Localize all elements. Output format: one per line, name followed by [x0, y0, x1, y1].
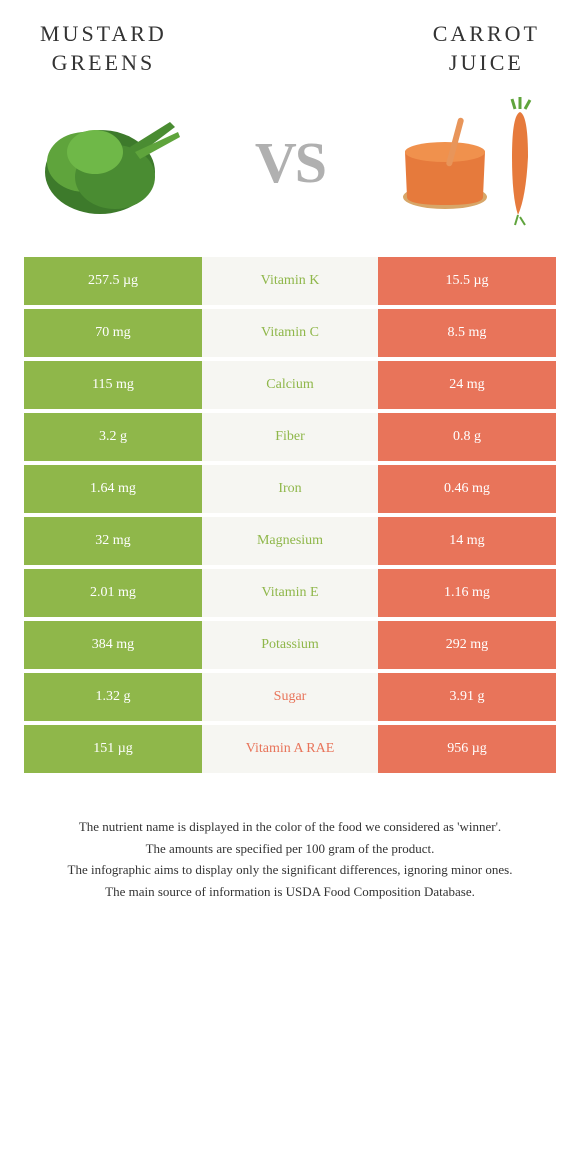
table-row: 151 µgVitamin A RAE956 µg	[24, 725, 556, 773]
value-right: 15.5 µg	[378, 257, 556, 305]
value-left: 70 mg	[24, 309, 202, 357]
mustard-greens-image	[30, 97, 190, 227]
value-right: 8.5 mg	[378, 309, 556, 357]
table-row: 32 mgMagnesium14 mg	[24, 517, 556, 565]
carrot-juice-image	[390, 97, 550, 227]
table-row: 3.2 gFiber0.8 g	[24, 413, 556, 461]
nutrient-label: Sugar	[202, 673, 378, 721]
nutrient-label: Calcium	[202, 361, 378, 409]
value-left: 257.5 µg	[24, 257, 202, 305]
value-right: 24 mg	[378, 361, 556, 409]
nutrient-label: Iron	[202, 465, 378, 513]
value-right: 14 mg	[378, 517, 556, 565]
nutrient-label: Magnesium	[202, 517, 378, 565]
nutrient-label: Vitamin E	[202, 569, 378, 617]
vs-label: VS	[255, 129, 325, 196]
table-row: 115 mgCalcium24 mg	[24, 361, 556, 409]
nutrient-label: Vitamin A RAE	[202, 725, 378, 773]
value-right: 0.8 g	[378, 413, 556, 461]
nutrient-label: Potassium	[202, 621, 378, 669]
title-left: MUSTARD GREENS	[40, 20, 167, 77]
value-right: 3.91 g	[378, 673, 556, 721]
value-left: 384 mg	[24, 621, 202, 669]
nutrient-label: Vitamin K	[202, 257, 378, 305]
hero-row: VS	[0, 87, 580, 257]
table-row: 70 mgVitamin C8.5 mg	[24, 309, 556, 357]
value-left: 115 mg	[24, 361, 202, 409]
footer-line: The infographic aims to display only the…	[30, 860, 550, 880]
table-row: 2.01 mgVitamin E1.16 mg	[24, 569, 556, 617]
table-row: 384 mgPotassium292 mg	[24, 621, 556, 669]
footer-line: The amounts are specified per 100 gram o…	[30, 839, 550, 859]
comparison-table: 257.5 µgVitamin K15.5 µg70 mgVitamin C8.…	[0, 257, 580, 773]
value-right: 956 µg	[378, 725, 556, 773]
footer-notes: The nutrient name is displayed in the co…	[0, 777, 580, 923]
table-row: 257.5 µgVitamin K15.5 µg	[24, 257, 556, 305]
value-left: 3.2 g	[24, 413, 202, 461]
footer-line: The nutrient name is displayed in the co…	[30, 817, 550, 837]
footer-line: The main source of information is USDA F…	[30, 882, 550, 902]
value-left: 32 mg	[24, 517, 202, 565]
table-row: 1.32 gSugar3.91 g	[24, 673, 556, 721]
value-left: 1.32 g	[24, 673, 202, 721]
table-row: 1.64 mgIron0.46 mg	[24, 465, 556, 513]
value-right: 292 mg	[378, 621, 556, 669]
value-left: 1.64 mg	[24, 465, 202, 513]
nutrient-label: Vitamin C	[202, 309, 378, 357]
value-right: 0.46 mg	[378, 465, 556, 513]
header: MUSTARD GREENS CARROT JUICE	[0, 0, 580, 87]
title-right: CARROT JUICE	[433, 20, 540, 77]
value-left: 151 µg	[24, 725, 202, 773]
value-left: 2.01 mg	[24, 569, 202, 617]
nutrient-label: Fiber	[202, 413, 378, 461]
value-right: 1.16 mg	[378, 569, 556, 617]
